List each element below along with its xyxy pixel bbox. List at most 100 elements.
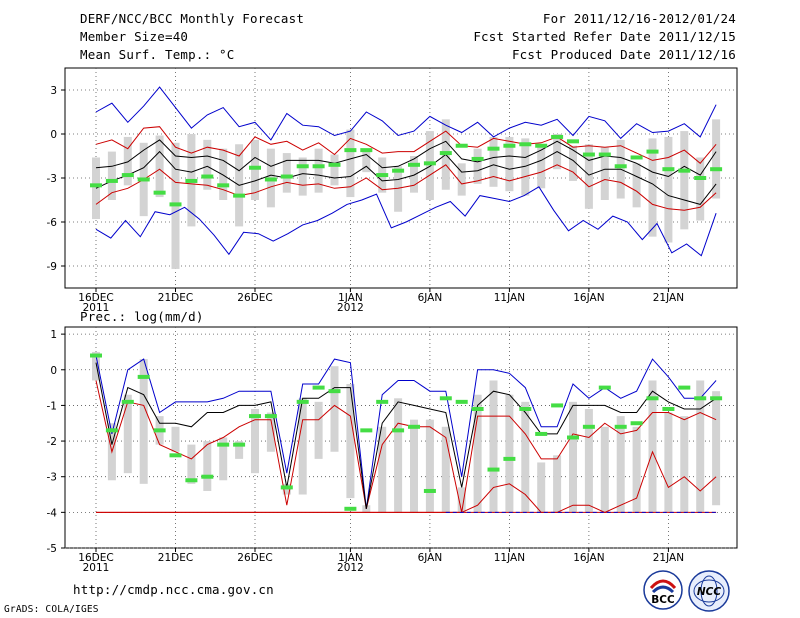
ensemble-box: [298, 398, 307, 495]
fcst-produced-date: Fcst Produced Date 2011/12/16: [511, 47, 736, 62]
x-tick-label: 21DEC: [158, 292, 193, 304]
x-tick-label: 16JAN: [573, 552, 604, 564]
series-line-mean: [95, 362, 717, 509]
series-line-p25: [95, 150, 717, 205]
ensemble-box: [553, 455, 562, 513]
observed-marker: [153, 190, 166, 195]
y-tick-label: -5: [47, 543, 57, 555]
footer-url[interactable]: http://cmdp.ncc.cma.gov.cn: [73, 582, 274, 597]
x-tick-sublabel: 2012: [337, 302, 364, 314]
observed-marker: [630, 421, 643, 426]
observed-marker: [614, 164, 627, 169]
observed-marker: [280, 174, 293, 179]
ensemble-box: [155, 135, 164, 198]
ensemble-box: [505, 136, 514, 192]
ensemble-box: [251, 408, 259, 474]
ensemble-box: [410, 419, 418, 513]
observed-marker: [455, 399, 468, 404]
ensemble-box: [505, 394, 514, 513]
observed-marker: [344, 148, 357, 153]
ensemble-box: [394, 166, 403, 212]
observed-marker: [105, 428, 118, 433]
ensemble-box: [330, 154, 339, 186]
ensemble-box: [282, 153, 291, 193]
ensemble-box: [410, 156, 418, 193]
ensemble-box: [569, 401, 577, 513]
chart-title: DERF/NCC/BCC Monthly Forecast: [80, 11, 305, 26]
observed-marker: [535, 143, 548, 148]
ensemble-box: [92, 351, 100, 381]
observed-marker: [376, 173, 389, 178]
observed-marker: [328, 389, 341, 394]
series-line-max: [95, 86, 717, 141]
x-tick-label: 21JAN: [653, 552, 684, 564]
series-line-max: [95, 355, 717, 509]
observed-marker: [264, 177, 277, 182]
observed-marker: [121, 399, 134, 404]
ensemble-box: [107, 151, 116, 200]
ensemble-box: [537, 462, 546, 513]
x-tick-label: 16DEC: [78, 552, 113, 564]
observed-marker: [280, 485, 293, 490]
observed-marker: [121, 173, 134, 178]
ensemble-box: [696, 380, 705, 513]
x-tick-label: 16JAN: [573, 292, 604, 304]
observed-marker: [582, 424, 595, 429]
ensemble-box: [251, 139, 259, 200]
observed-marker: [662, 167, 675, 172]
observed-marker: [90, 353, 102, 358]
ensemble-box: [346, 384, 355, 499]
observed-marker: [233, 193, 246, 198]
observed-marker: [105, 178, 118, 183]
ensemble-box: [632, 163, 641, 208]
ensemble-box: [680, 131, 689, 230]
observed-marker: [710, 167, 723, 172]
observed-marker: [233, 442, 246, 447]
ensemble-box: [648, 138, 657, 237]
variable-label: Mean Surf. Temp.: °C: [80, 47, 235, 62]
grads-credit: GrADS: COLA/IGES: [4, 604, 99, 615]
series-line-p75: [95, 380, 717, 513]
x-tick-sublabel: 2011: [83, 562, 110, 574]
observed-marker: [582, 152, 595, 157]
ensemble-box: [489, 136, 498, 187]
ensemble-box: [584, 408, 593, 513]
ensemble-box: [680, 416, 689, 513]
observed-marker: [519, 406, 532, 411]
ensemble-box: [346, 129, 355, 198]
observed-marker: [249, 414, 261, 419]
ensemble-box: [203, 441, 212, 491]
observed-marker: [439, 151, 452, 156]
member-size: Member Size=40: [80, 29, 189, 44]
ensemble-box: [298, 157, 307, 196]
ensemble-box: [330, 366, 339, 452]
observed-marker: [567, 435, 579, 440]
observed-marker: [264, 414, 277, 419]
ensemble-box: [616, 416, 625, 513]
ensemble-box: [139, 359, 148, 484]
observed-marker: [455, 143, 468, 148]
observed-marker: [376, 399, 389, 404]
ensemble-box: [378, 426, 387, 513]
observed-marker: [137, 177, 150, 182]
x-tick-label: 26DEC: [237, 292, 272, 304]
ensemble-box: [489, 380, 498, 513]
ensemble-box: [457, 487, 466, 513]
ensemble-box: [203, 139, 212, 190]
ensemble-box: [314, 148, 323, 193]
y-tick-label: -4: [47, 507, 58, 519]
observed-marker: [153, 428, 166, 433]
observed-marker: [423, 161, 436, 166]
observed-marker: [519, 142, 532, 147]
ensemble-box: [187, 444, 196, 484]
observed-marker: [694, 396, 707, 401]
y-tick-label: 3: [50, 85, 57, 97]
y-tick-label: 0: [50, 129, 57, 141]
observed-marker: [503, 143, 516, 148]
observed-marker: [567, 139, 579, 144]
observed-marker: [551, 134, 564, 139]
ensemble-box: [537, 145, 546, 189]
observed-marker: [614, 424, 627, 429]
